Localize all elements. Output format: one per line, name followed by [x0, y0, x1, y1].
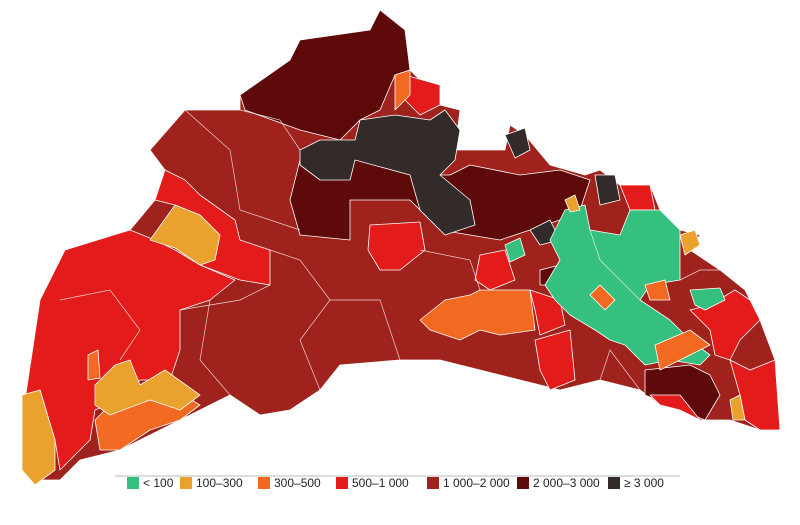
legend: < 100 100–300 300–500 500–1 000 1 000–2 000 2…	[127, 476, 664, 490]
region	[534, 329, 576, 391]
region	[649, 394, 701, 421]
border	[59, 289, 141, 361]
region	[367, 221, 426, 271]
border	[199, 299, 231, 396]
legend-label: 100–300	[196, 476, 243, 490]
legend-label: 500–1 000	[352, 476, 409, 490]
border	[330, 299, 401, 361]
region	[21, 389, 56, 486]
region	[644, 364, 721, 421]
region	[594, 174, 621, 206]
legend-label: ≥ 3 000	[624, 476, 664, 490]
border	[589, 229, 641, 301]
region	[564, 194, 581, 213]
region	[394, 69, 411, 111]
region	[419, 289, 536, 341]
region	[299, 109, 476, 236]
legend-swatch	[427, 477, 439, 489]
border	[239, 109, 301, 151]
region	[654, 329, 711, 371]
region	[474, 249, 516, 291]
region	[94, 359, 201, 416]
region	[729, 394, 746, 421]
border	[419, 249, 481, 291]
border	[599, 349, 641, 391]
border	[184, 109, 301, 231]
border	[679, 269, 720, 281]
region	[149, 204, 221, 266]
region	[689, 287, 726, 311]
region	[504, 237, 526, 263]
municipal-borders	[59, 109, 720, 396]
legend-swatch	[127, 477, 139, 489]
region	[589, 284, 616, 311]
regions	[21, 9, 781, 486]
region	[644, 279, 671, 301]
legend-label: 2 000–3 000	[533, 476, 600, 490]
legend-swatch	[180, 477, 192, 489]
legend-swatch	[517, 477, 529, 489]
legend-swatch	[258, 477, 270, 489]
region	[87, 349, 101, 381]
legend-label: 1 000–2 000	[443, 476, 510, 490]
legend-label: 300–500	[274, 476, 321, 490]
legend-swatch	[336, 477, 348, 489]
region	[504, 127, 531, 159]
border	[179, 284, 271, 311]
legend-swatch	[608, 477, 620, 489]
region	[679, 229, 701, 256]
legend-label: < 100	[143, 476, 174, 490]
